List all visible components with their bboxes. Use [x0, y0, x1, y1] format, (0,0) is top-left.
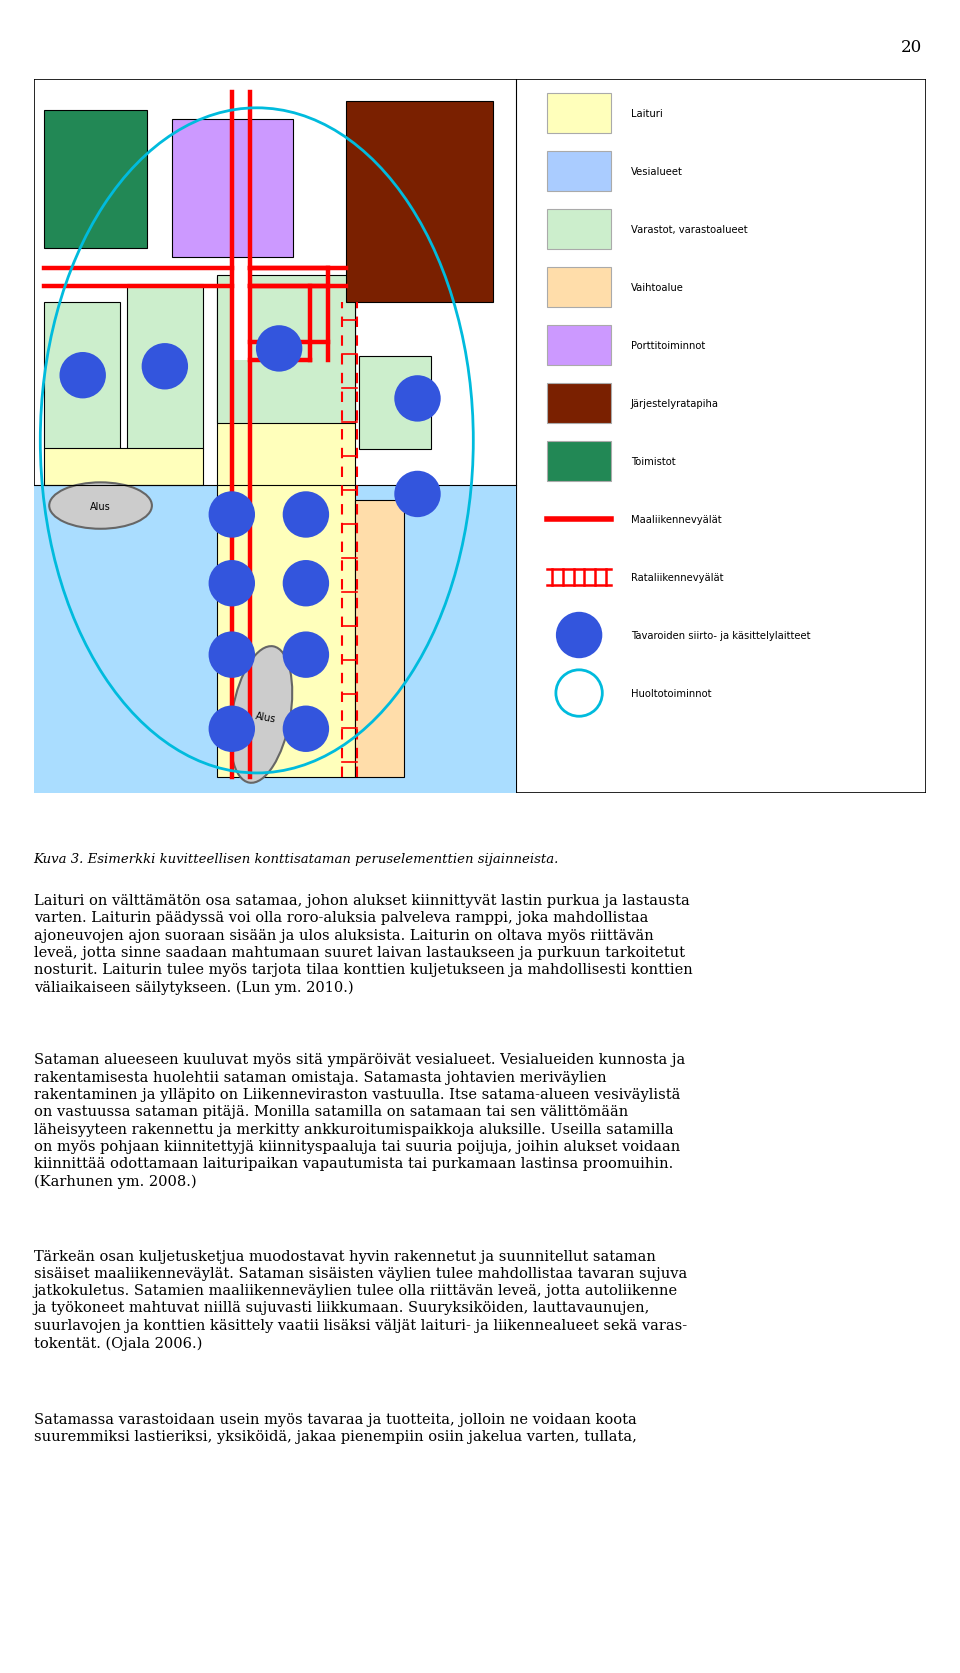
Circle shape: [556, 612, 602, 659]
Bar: [547, 152, 612, 192]
Bar: [34, 485, 516, 793]
Text: Tavaroiden siirto- ja käsittelylaitteet: Tavaroiden siirto- ja käsittelylaitteet: [631, 631, 810, 641]
Bar: [217, 278, 355, 778]
Circle shape: [282, 492, 329, 539]
Bar: [355, 500, 404, 778]
Text: Alus: Alus: [90, 502, 111, 512]
Text: Porttitoiminnot: Porttitoiminnot: [631, 341, 706, 351]
Circle shape: [208, 706, 255, 753]
Text: Vaihtoalue: Vaihtoalue: [631, 283, 684, 293]
Bar: [44, 448, 204, 485]
Circle shape: [208, 632, 255, 679]
Circle shape: [395, 472, 441, 519]
Circle shape: [282, 706, 329, 753]
Ellipse shape: [49, 483, 152, 529]
Circle shape: [256, 326, 302, 373]
Text: Maaliikennevyälät: Maaliikennevyälät: [631, 515, 722, 525]
Circle shape: [208, 492, 255, 539]
Bar: [44, 303, 120, 450]
Bar: [547, 383, 612, 423]
Bar: [217, 276, 355, 423]
Bar: [359, 356, 431, 450]
Text: Toimistot: Toimistot: [631, 457, 676, 467]
Text: Tärkeän osan kuljetusketjua muodostavat hyvin rakennetut ja suunnitellut sataman: Tärkeän osan kuljetusketjua muodostavat …: [34, 1248, 686, 1350]
Text: Kuva 3. Esimerkki kuvitteellisen konttisataman peruselementtien sijainneista.: Kuva 3. Esimerkki kuvitteellisen konttis…: [34, 853, 559, 867]
Text: Satamassa varastoidaan usein myös tavaraa ja tuotteita, jolloin ne voidaan koota: Satamassa varastoidaan usein myös tavara…: [34, 1412, 636, 1444]
Circle shape: [556, 671, 602, 716]
Bar: [128, 284, 204, 450]
Ellipse shape: [230, 647, 292, 783]
Text: Varastot, varastoalueet: Varastot, varastoalueet: [631, 224, 748, 234]
Bar: [547, 268, 612, 308]
Bar: [547, 94, 612, 134]
Text: Laituri: Laituri: [631, 109, 662, 119]
Bar: [172, 120, 293, 258]
Text: Alus: Alus: [254, 711, 276, 724]
Text: Järjestelyratapiha: Järjestelyratapiha: [631, 398, 719, 408]
Text: 20: 20: [900, 38, 922, 55]
Circle shape: [208, 560, 255, 607]
Circle shape: [282, 632, 329, 679]
Circle shape: [395, 376, 441, 422]
Bar: [44, 110, 147, 249]
Circle shape: [60, 353, 106, 400]
Bar: [547, 326, 612, 366]
Text: Vesialueet: Vesialueet: [631, 167, 683, 177]
Bar: [347, 102, 493, 303]
Bar: [547, 442, 612, 482]
Bar: [547, 209, 612, 249]
Text: Huoltotoiminnot: Huoltotoiminnot: [631, 689, 711, 699]
Text: Rataliikennevyälät: Rataliikennevyälät: [631, 572, 724, 582]
Bar: [231, 269, 250, 286]
Circle shape: [142, 345, 188, 390]
Bar: [231, 286, 252, 361]
Text: Sataman alueeseen kuuluvat myös sitä ympäröivät vesialueet. Vesialueiden kunnost: Sataman alueeseen kuuluvat myös sitä ymp…: [34, 1052, 684, 1188]
Circle shape: [282, 560, 329, 607]
Text: Laituri on välttämätön osa satamaa, johon alukset kiinnittyvät lastin purkua ja : Laituri on välttämätön osa satamaa, joho…: [34, 893, 692, 994]
